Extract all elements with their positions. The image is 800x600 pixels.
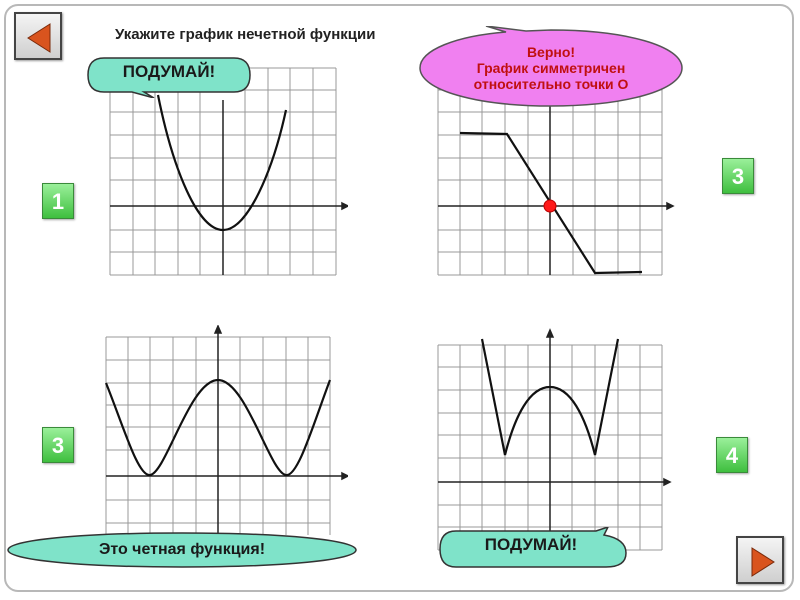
- even-wave-curve: [104, 378, 332, 477]
- graph-1[interactable]: [98, 60, 348, 285]
- parabola-curve: [156, 94, 288, 232]
- correct-text: Верно! График симметричен относительно т…: [416, 26, 686, 110]
- think-bubble-1: ПОДУМАЙ!: [84, 52, 254, 98]
- grid-lines: [109, 67, 337, 276]
- graph-label-4[interactable]: 4: [716, 437, 748, 473]
- slide-frame: [4, 4, 794, 592]
- axes: [106, 325, 348, 535]
- think-text-4: ПОДУМАЙ!: [484, 535, 578, 554]
- graph-label-2[interactable]: 3: [722, 158, 754, 194]
- axes: [110, 100, 348, 275]
- origin-point: [543, 199, 557, 213]
- arrow-right-icon: [751, 547, 775, 577]
- even-function-text: Это четная функция!: [98, 540, 266, 558]
- prev-button[interactable]: [14, 12, 62, 60]
- even-function-bubble: Это четная функция!: [4, 527, 360, 573]
- correct-line-2: График симметричен: [476, 59, 626, 76]
- correct-bubble: Верно! График симметричен относительно т…: [416, 26, 686, 110]
- think-bubble-4: ПОДУМАЙ!: [436, 527, 632, 583]
- graph-label-3[interactable]: 3: [42, 427, 74, 463]
- graph-4[interactable]: [430, 325, 675, 555]
- page-title: Укажите график нечетной функции: [115, 26, 376, 43]
- graph-3[interactable]: [98, 325, 348, 540]
- w-shape-curve: [480, 338, 620, 456]
- axes: [438, 328, 672, 550]
- correct-line-1: Верно!: [526, 43, 576, 60]
- graph-label-1[interactable]: 1: [42, 183, 74, 219]
- correct-line-3: относительно точки О: [473, 76, 629, 93]
- next-button[interactable]: [736, 536, 784, 584]
- graph-2[interactable]: [430, 60, 675, 285]
- arrow-left-icon: [27, 23, 51, 53]
- axes: [438, 100, 675, 275]
- think-text-1: ПОДУМАЙ!: [122, 62, 216, 82]
